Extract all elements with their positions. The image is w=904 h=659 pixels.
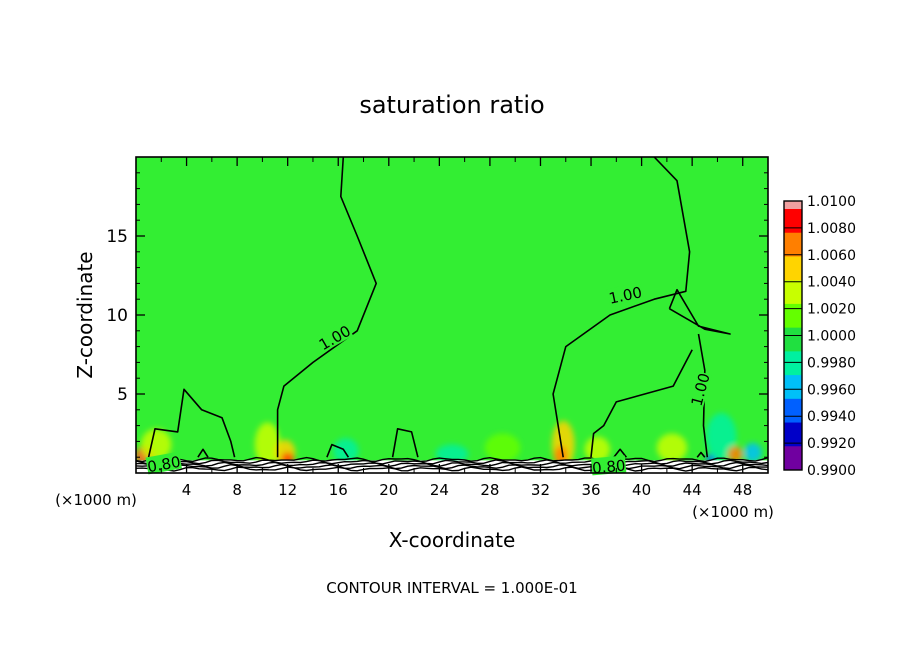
field-anomaly-2 xyxy=(254,422,281,467)
colorbar-label-1: 1.0080 xyxy=(807,221,856,237)
contour-label-3: 0.80 xyxy=(145,451,182,477)
field-background xyxy=(136,157,768,473)
contour-label-text-3: 0.80 xyxy=(146,453,182,477)
x-tick-label-48: 48 xyxy=(733,481,752,499)
x-axis-label: X-coordinate xyxy=(389,528,516,552)
x-tick-label-24: 24 xyxy=(430,481,449,499)
colorbar-label-6: 0.9980 xyxy=(807,355,856,371)
colorbar-swatch-10 xyxy=(784,446,802,471)
y-tick-label-15: 15 xyxy=(106,227,128,247)
surface-contour-1 xyxy=(136,463,768,470)
contour-line-3 xyxy=(590,349,693,458)
contour-interval-note: CONTOUR INTERVAL = 1.000E-01 xyxy=(326,579,577,597)
colorbar-label-5: 1.0000 xyxy=(807,329,856,345)
x-tick-label-20: 20 xyxy=(379,481,398,499)
colorbar-label-0: 1.0100 xyxy=(807,194,856,210)
contour-label-bg-3 xyxy=(145,451,182,475)
field-anomaly-15 xyxy=(656,433,688,462)
colorbar-label-9: 0.9920 xyxy=(807,436,856,452)
field-anomaly-1 xyxy=(141,428,172,461)
surface-contour-0 xyxy=(136,466,768,472)
contour-label-1: 1.00 xyxy=(606,282,644,308)
contour-line-1 xyxy=(552,157,691,458)
x-tick-label-8: 8 xyxy=(232,481,242,499)
colorbar-top-cap xyxy=(784,201,802,209)
contour-line-10 xyxy=(696,451,706,458)
colorbar: 1.0100 1.0080 1.0060 1.0040 1.0020 1.0000 0.99… xyxy=(783,194,856,479)
field-anomaly-13 xyxy=(727,446,743,462)
contour-line-8 xyxy=(391,428,419,458)
contour-label-bg-1 xyxy=(606,282,644,306)
field-anomaly-12 xyxy=(706,412,737,461)
colorbar-swatch-6 xyxy=(784,351,802,376)
y-tick-label-5: 5 xyxy=(117,385,128,405)
x-tick-label-28: 28 xyxy=(480,481,499,499)
x-tick-label-36: 36 xyxy=(581,481,600,499)
x-tick-label-16: 16 xyxy=(329,481,348,499)
contour-label-bg-0 xyxy=(315,320,354,353)
contour-labels: 1.001.001.000.80 0.80 xyxy=(145,282,714,477)
x-units-right: (×1000 m) xyxy=(692,503,774,521)
contour-label-4: 0.80 xyxy=(590,455,627,477)
colorbar-label-7: 0.9960 xyxy=(807,382,856,398)
colorbar-swatch-1 xyxy=(784,232,802,257)
contour-line-6 xyxy=(197,448,209,458)
colorbar-swatch-5 xyxy=(784,327,802,352)
field-anomaly-5 xyxy=(333,438,359,464)
y-axis-label: Z-coordinate xyxy=(73,251,97,378)
contour-line-4 xyxy=(668,288,731,335)
field-anomaly-14 xyxy=(743,442,762,462)
colorbar-swatch-8 xyxy=(784,398,802,424)
x-tick-label-4: 4 xyxy=(182,481,192,499)
chart-title: saturation ratio xyxy=(359,91,544,119)
colorbar-swatch-3 xyxy=(784,280,802,305)
x-tick-label-40: 40 xyxy=(632,481,651,499)
surface-contour-4 xyxy=(136,456,768,463)
contour-line-5 xyxy=(147,388,236,458)
x-tick-label-44: 44 xyxy=(683,481,702,499)
colorbar-label-10: 0.9900 xyxy=(807,463,856,479)
surface-contour-3 xyxy=(136,459,768,465)
x-units-left: (×1000 m) xyxy=(55,491,137,509)
colorbar-label-4: 1.0020 xyxy=(807,302,856,318)
colorbar-swatch-9 xyxy=(784,422,802,447)
contour-label-text-4: 0.80 xyxy=(591,456,626,477)
y-tick-label-10: 10 xyxy=(106,306,128,326)
contour-lines xyxy=(147,157,731,458)
surface-contour-2 xyxy=(136,461,768,468)
x-tick-label-12: 12 xyxy=(278,481,297,499)
x-tick-label-32: 32 xyxy=(531,481,550,499)
colorbar-swatch-7 xyxy=(784,375,802,400)
contour-line-9 xyxy=(613,448,628,458)
contour-line-0 xyxy=(276,157,377,458)
colorbar-swatch-2 xyxy=(784,256,802,281)
contour-line-7 xyxy=(326,443,350,458)
colorbar-label-8: 0.9940 xyxy=(807,409,856,425)
contour-label-bg-4 xyxy=(590,455,627,476)
colorbar-swatch-4 xyxy=(784,303,802,329)
colorbar-label-2: 1.0060 xyxy=(807,248,856,264)
plot-area xyxy=(136,157,768,473)
colorbar-label-3: 1.0040 xyxy=(807,275,856,291)
colorbar-swatch-0 xyxy=(784,209,802,234)
field-anomaly-7 xyxy=(484,433,521,462)
